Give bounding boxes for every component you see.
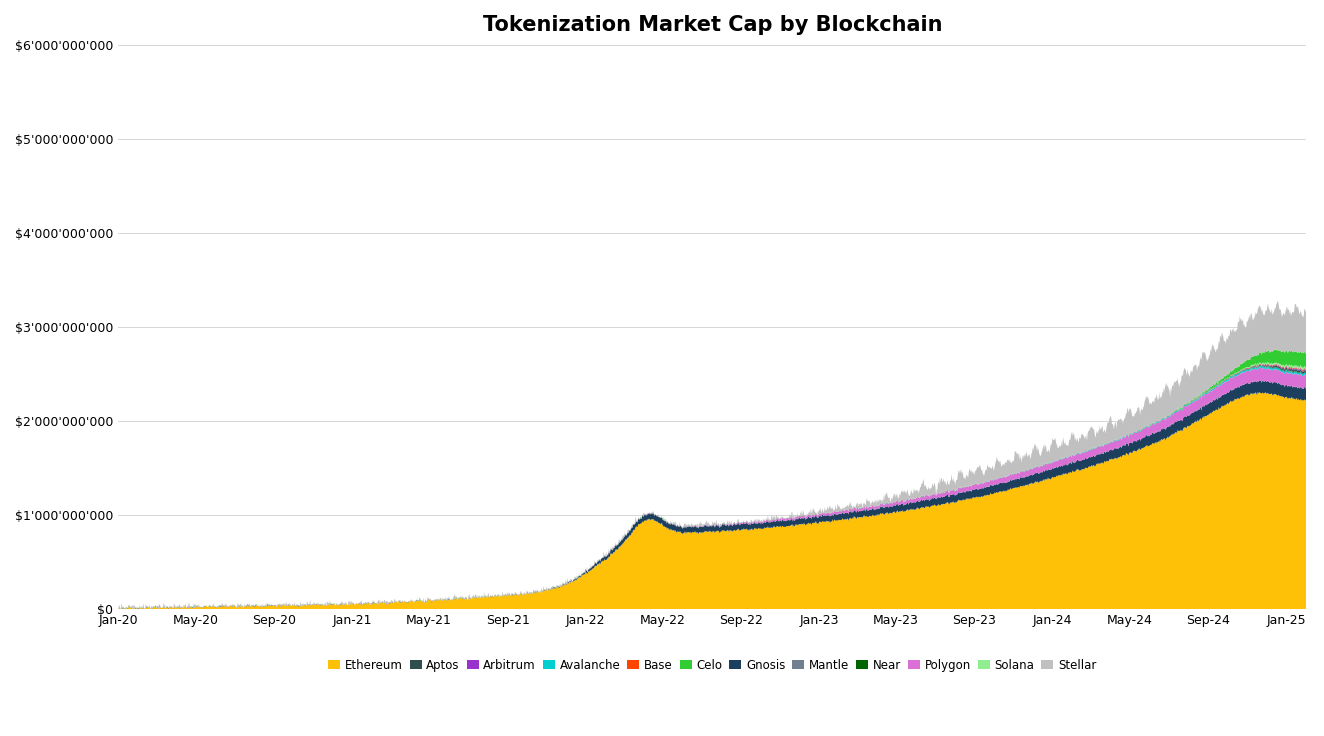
Title: Tokenization Market Cap by Blockchain: Tokenization Market Cap by Blockchain (482, 15, 943, 35)
Legend: Ethereum, Aptos, Arbitrum, Avalanche, Base, Celo, Gnosis, Mantle, Near, Polygon,: Ethereum, Aptos, Arbitrum, Avalanche, Ba… (323, 654, 1102, 676)
